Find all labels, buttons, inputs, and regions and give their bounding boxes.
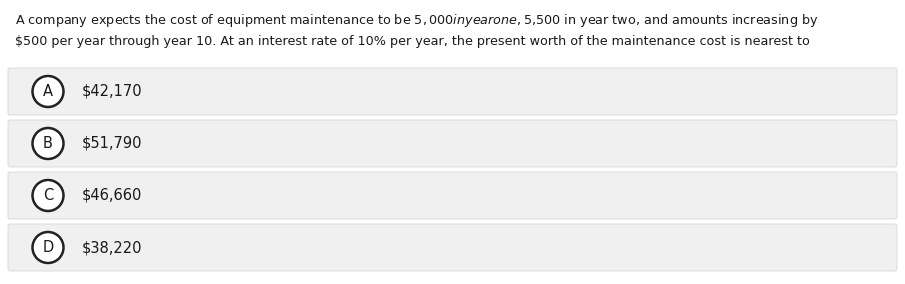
Text: $42,170: $42,170 [81, 84, 142, 99]
Text: B: B [43, 136, 52, 151]
FancyBboxPatch shape [8, 68, 897, 115]
Text: $38,220: $38,220 [81, 240, 142, 255]
Text: A company expects the cost of equipment maintenance to be $5,000 in year one, $5: A company expects the cost of equipment … [15, 12, 818, 29]
Text: $51,790: $51,790 [81, 136, 142, 151]
Text: $500 per year through year 10. At an interest rate of 10% per year, the present : $500 per year through year 10. At an int… [15, 35, 810, 48]
Text: C: C [43, 188, 53, 203]
FancyBboxPatch shape [8, 120, 897, 167]
FancyBboxPatch shape [8, 224, 897, 271]
Text: $46,660: $46,660 [81, 188, 142, 203]
FancyBboxPatch shape [8, 172, 897, 219]
Ellipse shape [33, 128, 63, 159]
Text: A: A [43, 84, 53, 99]
Ellipse shape [33, 180, 63, 211]
Ellipse shape [33, 76, 63, 107]
Ellipse shape [33, 232, 63, 263]
Text: D: D [43, 240, 53, 255]
